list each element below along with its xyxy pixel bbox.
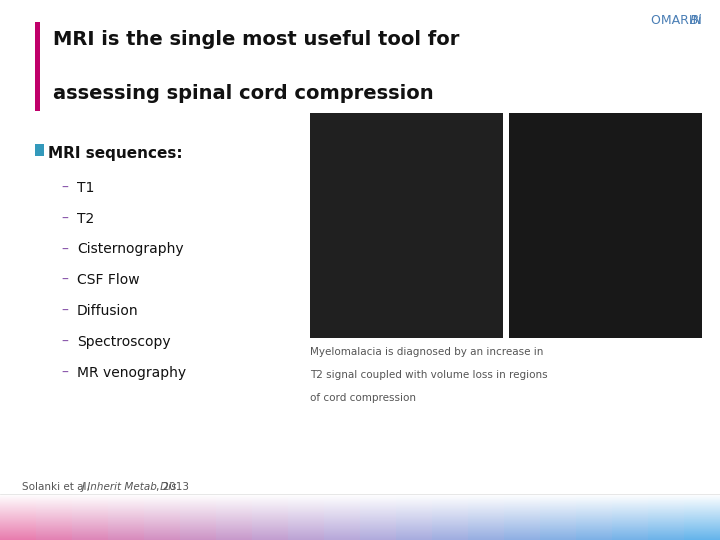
Text: OMARIN: OMARIN	[619, 14, 702, 26]
Text: Spectroscopy: Spectroscopy	[77, 335, 171, 349]
Text: T2 signal coupled with volume loss in regions: T2 signal coupled with volume loss in re…	[310, 370, 547, 380]
Text: assessing spinal cord compression: assessing spinal cord compression	[53, 84, 433, 103]
Text: Bi: Bi	[690, 14, 702, 26]
Text: T2: T2	[77, 212, 94, 226]
Text: –: –	[61, 181, 68, 195]
Text: Cisternography: Cisternography	[77, 242, 184, 256]
Bar	[508, 113, 702, 338]
Text: Myelomalacia is diagnosed by an increase in: Myelomalacia is diagnosed by an increase…	[310, 347, 543, 357]
Text: –: –	[61, 366, 68, 380]
Text: Diffusion: Diffusion	[77, 304, 139, 318]
Bar	[35, 144, 44, 156]
Bar	[310, 113, 503, 338]
Text: J Inherit Metab Dis: J Inherit Metab Dis	[81, 482, 176, 492]
Text: , 2013: , 2013	[156, 482, 189, 492]
Text: –: –	[61, 273, 68, 287]
Text: T1: T1	[77, 181, 94, 195]
Text: –: –	[61, 242, 68, 256]
Text: –: –	[61, 335, 68, 349]
Text: of cord compression: of cord compression	[310, 393, 415, 403]
Text: MRI sequences:: MRI sequences:	[48, 146, 182, 161]
Text: –: –	[61, 212, 68, 226]
Text: MRI is the single most useful tool for: MRI is the single most useful tool for	[53, 30, 459, 49]
Bar	[35, 22, 40, 111]
Text: –: –	[61, 304, 68, 318]
Text: MR venography: MR venography	[77, 366, 186, 380]
Text: Solanki et al,: Solanki et al,	[22, 482, 93, 492]
Text: CSF Flow: CSF Flow	[77, 273, 140, 287]
